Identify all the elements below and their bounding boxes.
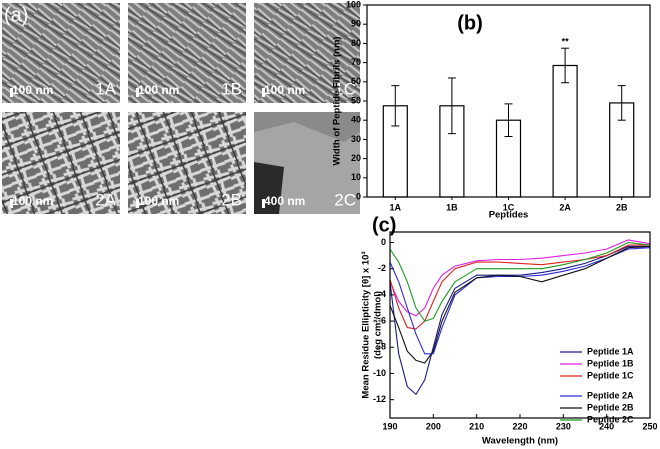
scale-bar (136, 88, 139, 97)
x-tick-label: 1A (390, 202, 402, 212)
scale-bar (136, 199, 139, 208)
bar (552, 64, 578, 198)
sem-image (128, 112, 246, 214)
y-tick-label: 70 (351, 57, 361, 67)
series-line (389, 245, 651, 364)
x-tick-label: 250 (642, 421, 657, 431)
y-tick-label: 90 (351, 19, 361, 29)
sem-image (254, 3, 360, 103)
scale-label: 400 nm (264, 194, 305, 208)
sem-image (2, 3, 120, 103)
y-tick-label: -12 (373, 394, 386, 404)
y-axis-label: Mean Residue Ellipticity [θ] x 10³ (361, 251, 372, 398)
y-tick-label: 80 (351, 38, 361, 48)
y-tick-label: 0 (356, 191, 361, 201)
legend-label: Peptide 2B (587, 402, 634, 412)
y-tick-label: 20 (351, 153, 361, 163)
y-tick-label: 50 (351, 95, 361, 105)
scale-label: 100 nm (264, 83, 305, 97)
y-axis-label: Width of Peptide Fibrils (nm) (332, 36, 343, 165)
legend-label: Peptide 1C (587, 370, 634, 380)
image-label: 1B (221, 79, 242, 98)
y-tick-label: 100 (346, 0, 361, 9)
x-tick-label: 2A (559, 202, 571, 212)
scale-label: 100 nm (12, 194, 53, 208)
x-tick-label: 190 (382, 421, 397, 431)
scale-label: 100 nm (12, 83, 53, 97)
annotation: ** (562, 37, 570, 47)
scale-label: 100 nm (138, 194, 179, 208)
legend-label: Peptide 1B (587, 358, 634, 368)
y-tick-label: -8 (378, 342, 386, 352)
panel-label: (a) (4, 4, 28, 26)
image-label: 2A (95, 190, 116, 209)
plot-frame (389, 231, 651, 419)
x-tick-label: 2B (616, 202, 628, 212)
sem-texture (254, 162, 284, 214)
panel-label: (c) (372, 214, 396, 236)
x-tick-label: 200 (426, 421, 441, 431)
series-line (389, 241, 651, 322)
x-axis-label: Peptides (489, 210, 529, 221)
x-axis-label: Wavelength (nm) (482, 436, 558, 447)
y-tick-label: 0 (381, 237, 386, 247)
scale-bar (10, 199, 13, 208)
image-label: 2C (334, 190, 356, 209)
y-tick-label: 60 (351, 76, 361, 86)
image-label: 1A (95, 79, 116, 98)
plot-frame (366, 4, 651, 198)
y-tick-label: -2 (378, 263, 386, 273)
y-tick-label: 40 (351, 115, 361, 125)
legend-label: Peptide 1A (587, 346, 634, 356)
y-tick-label: -6 (378, 315, 386, 325)
legend-label: Peptide 2A (587, 390, 634, 400)
image-label: 2B (221, 190, 242, 209)
x-tick-label: 240 (599, 421, 614, 431)
x-tick-label: 220 (512, 421, 527, 431)
image-label: 1C (334, 79, 356, 98)
scale-bar (262, 199, 265, 208)
series-line (389, 239, 651, 317)
sem-image (128, 3, 246, 103)
x-tick-label: 210 (469, 421, 484, 431)
x-tick-label: 1C (503, 202, 515, 212)
y-axis-label: (deg cm²/dmol) (373, 291, 384, 359)
y-tick-label: 10 (351, 172, 361, 182)
y-tick-label: -4 (378, 289, 386, 299)
scale-bar (10, 88, 13, 97)
panel-label: (b) (457, 12, 483, 34)
x-tick-label: 230 (556, 421, 571, 431)
sem-image (2, 112, 120, 214)
y-tick-label: 30 (351, 134, 361, 144)
y-tick-label: -10 (373, 368, 386, 378)
x-tick-label: 1B (446, 202, 458, 212)
series-line (389, 244, 650, 330)
legend-label: Peptide 2C (587, 414, 634, 424)
series-line (389, 245, 650, 395)
scale-bar (262, 88, 265, 97)
panel-a: 100 nm 1A 100 nm 1B 100 nm 1C 100 nm 2A 100 nm 2B… (2, 3, 360, 214)
scale-label: 100 nm (138, 83, 179, 97)
